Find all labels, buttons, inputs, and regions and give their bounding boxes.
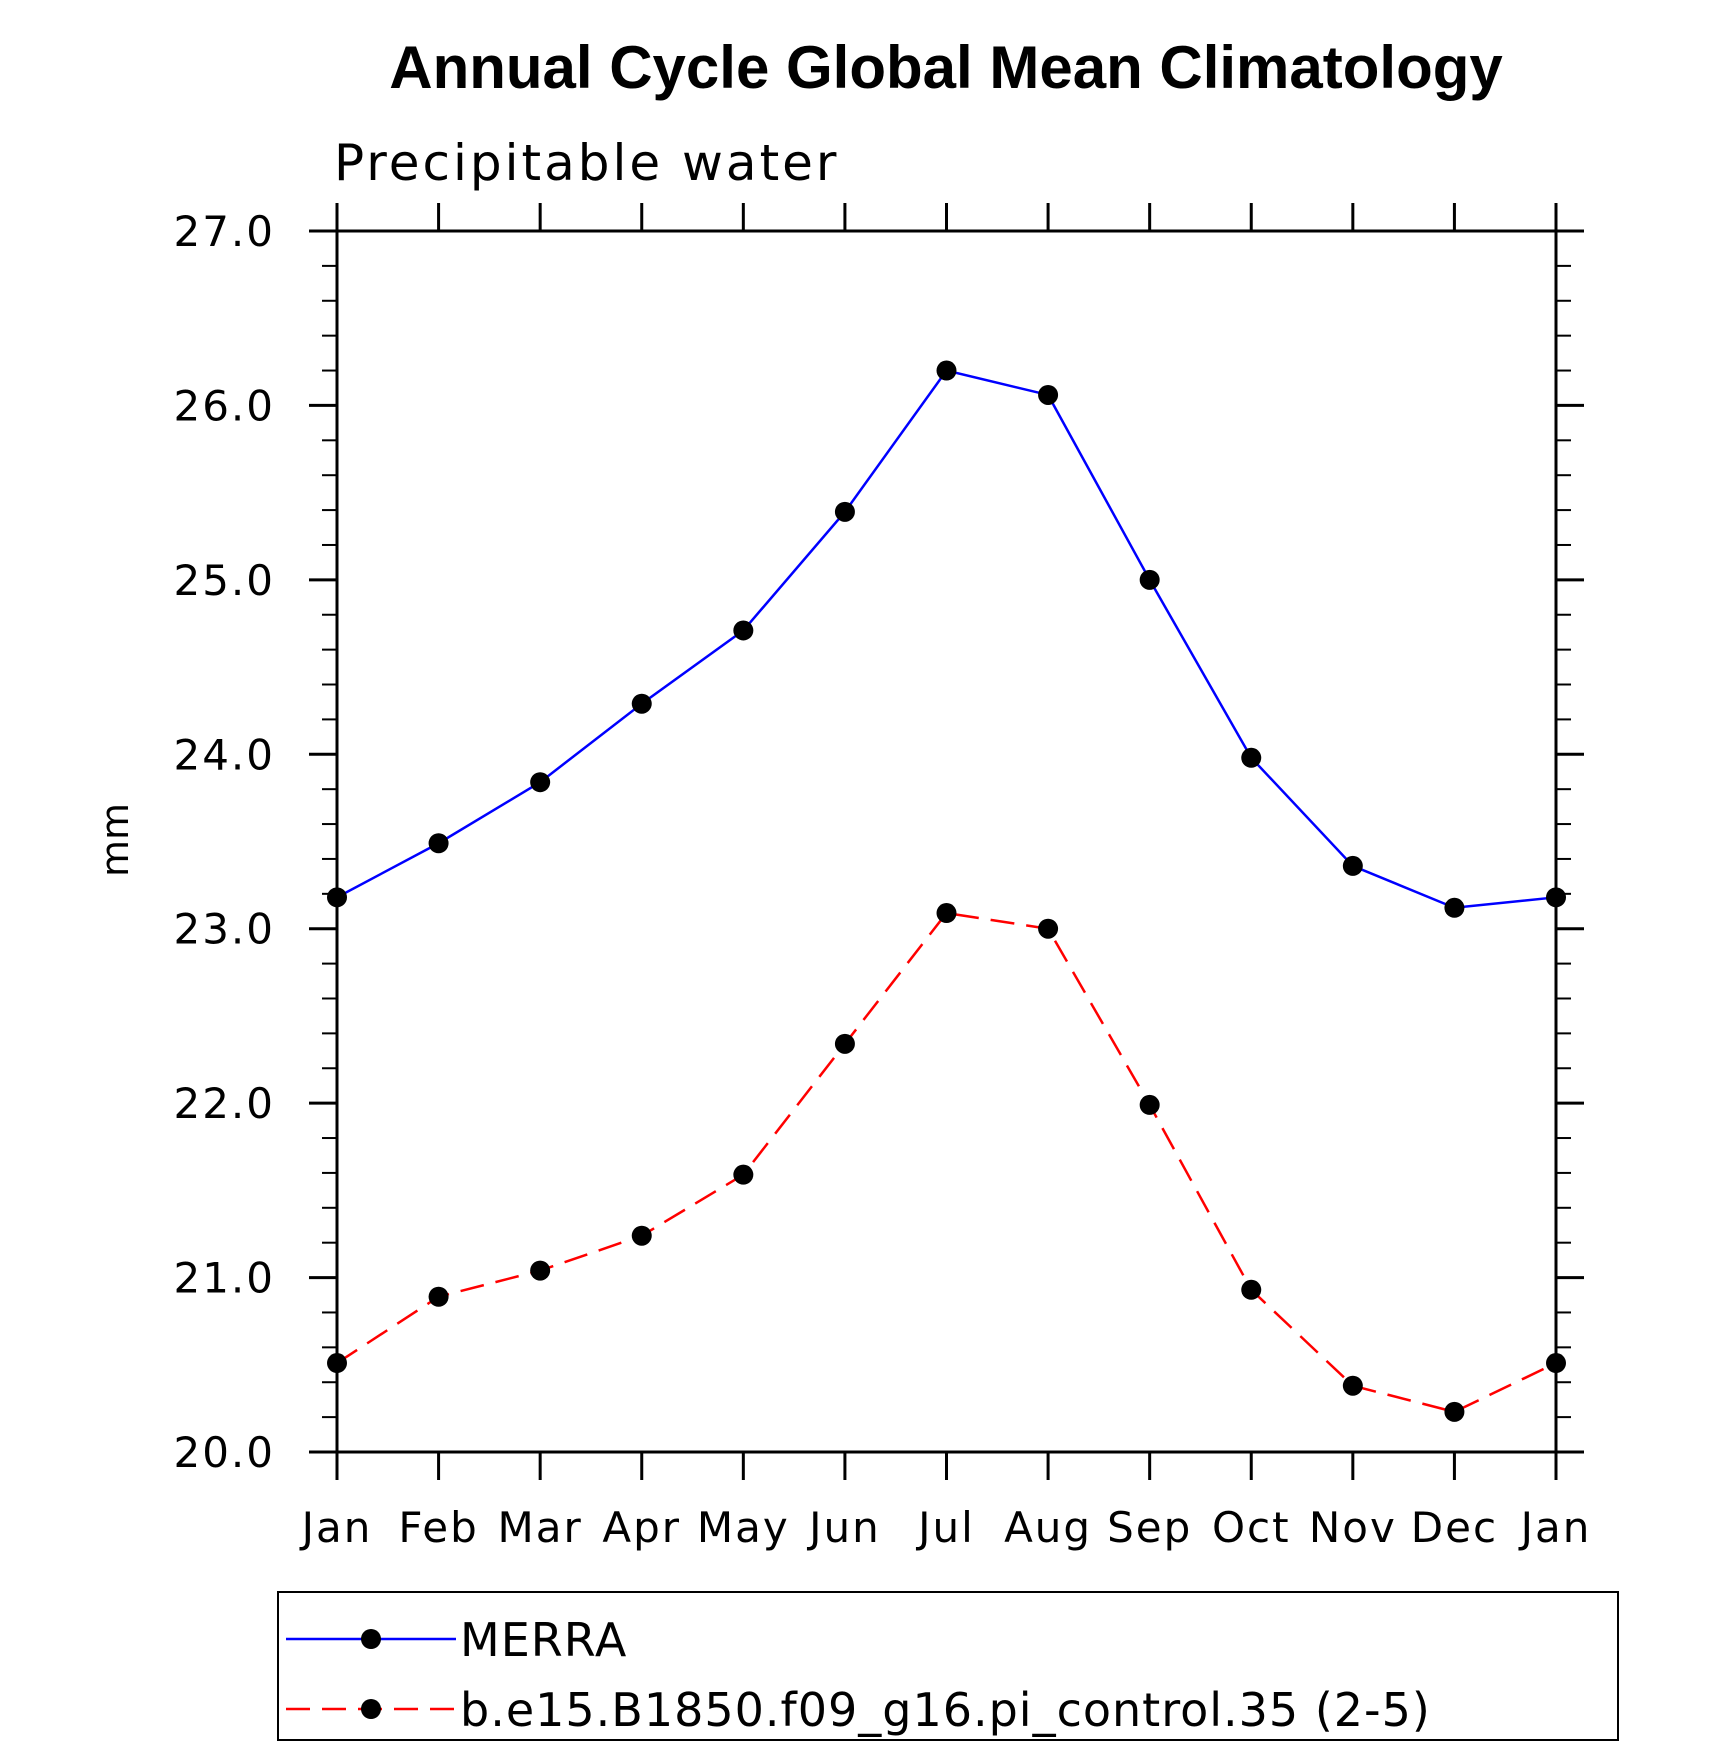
series-line	[336, 911, 1557, 1414]
legend-marker	[361, 1629, 381, 1649]
series-line	[336, 369, 1557, 910]
y-tick-label: 27.0	[173, 207, 275, 256]
legend-box	[277, 1591, 1619, 1741]
plot-frame	[335, 229, 1558, 1454]
legend-label: b.e15.B1850.f09_g16.pi_control.35 (2-5)	[460, 1683, 1431, 1737]
data-point	[1139, 1094, 1160, 1115]
data-point	[530, 1260, 551, 1281]
data-point	[1546, 1353, 1566, 1374]
data-point	[428, 833, 449, 854]
data-point	[530, 772, 551, 793]
legend-marker	[361, 1699, 381, 1719]
data-point	[1241, 747, 1262, 768]
data-point	[834, 1033, 855, 1054]
data-point	[936, 903, 957, 924]
x-tick-label: Nov	[1309, 1503, 1397, 1552]
y-axis-label: mm	[93, 803, 137, 877]
y-tick-label: 20.0	[173, 1428, 275, 1477]
chart-subtitle: Precipitable water	[334, 134, 840, 192]
x-tick-label: May	[697, 1503, 790, 1552]
x-tick-label: Mar	[498, 1503, 583, 1552]
x-tick-label: Jun	[806, 1503, 881, 1552]
x-tick-label: Aug	[1004, 1503, 1092, 1552]
y-tick-label: 22.0	[173, 1079, 275, 1128]
data-point	[1038, 384, 1059, 405]
data-point	[1139, 569, 1160, 590]
plot-area: 20.0 21.0 22.0 23.0 24.0 25.0 26.0 27.0 Jan Feb Ma…	[173, 203, 1592, 1552]
data-point	[631, 1225, 652, 1246]
y-tick-label: 21.0	[173, 1254, 275, 1303]
x-tick-label: Dec	[1411, 1503, 1498, 1552]
data-point	[1038, 918, 1059, 939]
legend-label: MERRA	[460, 1613, 627, 1667]
x-tick-label: Jan	[299, 1503, 373, 1552]
y-tick-label: 25.0	[173, 556, 275, 605]
data-point	[1342, 1375, 1363, 1396]
data-point	[733, 1164, 754, 1185]
x-tick-label: Oct	[1212, 1503, 1291, 1552]
data-point	[1342, 855, 1363, 876]
data-point	[428, 1286, 449, 1307]
x-tick-label: Apr	[602, 1503, 681, 1552]
data-point	[1444, 1401, 1465, 1422]
x-tick-label: Jul	[915, 1503, 975, 1552]
data-point	[327, 1353, 347, 1374]
x-tick-label: Sep	[1107, 1503, 1192, 1552]
x-tick-label: Feb	[398, 1503, 478, 1552]
x-tick-label: Jan	[1518, 1503, 1592, 1552]
y-tick-label: 24.0	[173, 730, 275, 779]
data-point	[834, 501, 855, 522]
data-point	[1241, 1279, 1262, 1300]
data-point	[1444, 897, 1465, 918]
data-point	[327, 887, 347, 908]
data-point	[631, 693, 652, 714]
y-tick-label: 23.0	[173, 905, 275, 954]
legend: MERRA b.e15.B1850.f09_g16.pi_control.35 (…	[277, 1591, 1619, 1741]
y-tick-label: 26.0	[173, 381, 275, 430]
data-point	[1546, 887, 1566, 908]
chart-title: Annual Cycle Global Mean Climatology	[389, 34, 1503, 101]
data-point	[733, 620, 754, 641]
data-point	[936, 360, 957, 381]
